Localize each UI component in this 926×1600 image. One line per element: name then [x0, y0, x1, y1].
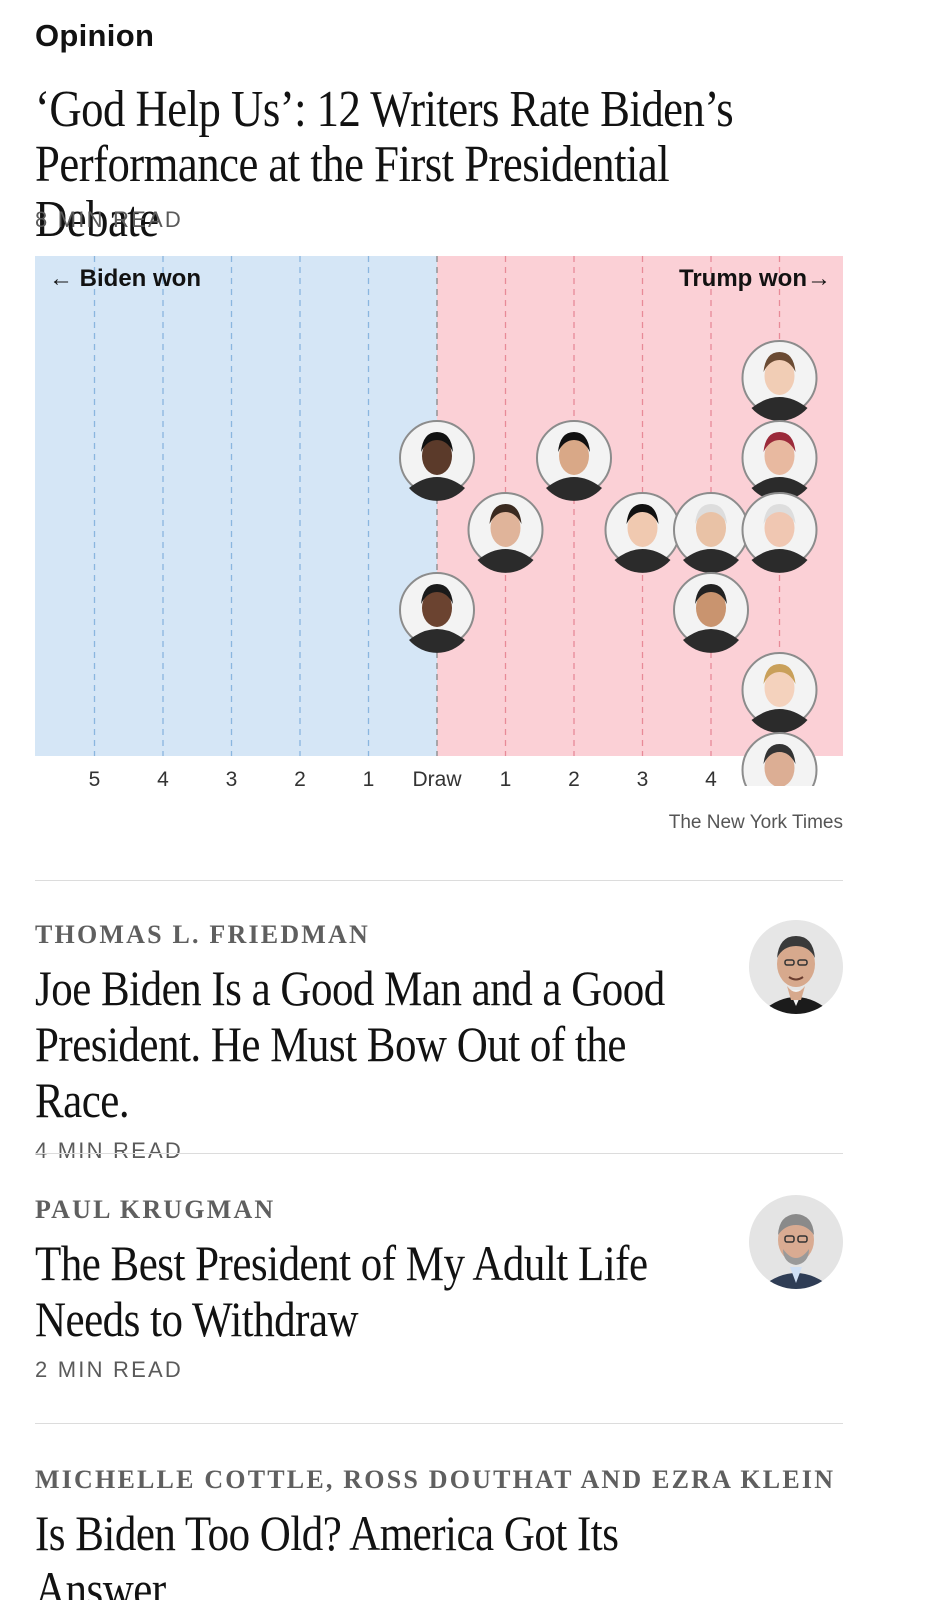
article-title[interactable]: Is Biden Too Old? America Got Its Answer… [35, 1505, 619, 1600]
article-title[interactable]: The Best President of My Adult Life Need… [35, 1235, 648, 1347]
tick-label: 4 [705, 768, 717, 786]
tick-label: 1 [500, 768, 512, 786]
tick-label: Draw [412, 768, 462, 786]
writer-avatar[interactable] [673, 492, 749, 573]
writer-avatar[interactable] [741, 732, 818, 786]
article-cottle-douthat-klein[interactable]: MICHELLE COTTLE, ROSS DOUTHAT AND EZRA K… [35, 1465, 843, 1600]
article-read-time: 2 MIN READ [35, 1357, 183, 1382]
divider [35, 1153, 843, 1154]
writer-avatar[interactable] [536, 420, 612, 501]
top-story-headline[interactable]: ‘God Help Us’: 12 Writers Rate Biden’s P… [35, 81, 734, 248]
article-byline[interactable]: PAUL KRUGMAN [35, 1195, 276, 1224]
tick-label: 2 [568, 768, 580, 786]
article-friedman[interactable]: THOMAS L. FRIEDMAN Joe Biden Is a Good M… [35, 920, 843, 1164]
writer-avatar[interactable] [604, 492, 681, 573]
biden-won-label: ← Biden won [49, 265, 201, 292]
article-title[interactable]: Joe Biden Is a Good Man and a Good Presi… [35, 960, 665, 1128]
divider [35, 880, 843, 881]
article-krugman[interactable]: PAUL KRUGMAN The Best President of My Ad… [35, 1195, 843, 1383]
writer-avatar[interactable] [741, 420, 818, 501]
chart-credit: The New York Times [668, 812, 843, 833]
article-byline[interactable]: THOMAS L. FRIEDMAN [35, 920, 370, 949]
tick-label: 3 [637, 768, 649, 786]
tick-label: 2 [294, 768, 306, 786]
writer-avatar[interactable] [399, 572, 475, 653]
article-byline[interactable]: MICHELLE COTTLE, ROSS DOUTHAT AND EZRA K… [35, 1465, 836, 1494]
tick-label: 5 [89, 768, 101, 786]
author-photo-friedman[interactable] [749, 920, 843, 1014]
section-label[interactable]: Opinion [35, 18, 155, 53]
divider [35, 1423, 843, 1424]
top-story-read-time: 8 MIN READ [35, 207, 183, 232]
writer-avatar[interactable] [467, 492, 544, 573]
biden-won-region [35, 256, 437, 756]
tick-label: 4 [157, 768, 169, 786]
author-photo-krugman[interactable] [749, 1195, 843, 1289]
tick-label: 1 [363, 768, 375, 786]
trump-won-label: Trump won→ [679, 265, 831, 292]
tick-label: 3 [226, 768, 238, 786]
writer-avatar[interactable] [741, 340, 818, 421]
writer-avatar[interactable] [399, 420, 475, 501]
writer-avatar[interactable] [741, 492, 818, 573]
writer-avatar[interactable] [741, 652, 818, 733]
writer-avatar[interactable] [673, 572, 749, 653]
article-read-time: 4 MIN READ [35, 1138, 183, 1163]
